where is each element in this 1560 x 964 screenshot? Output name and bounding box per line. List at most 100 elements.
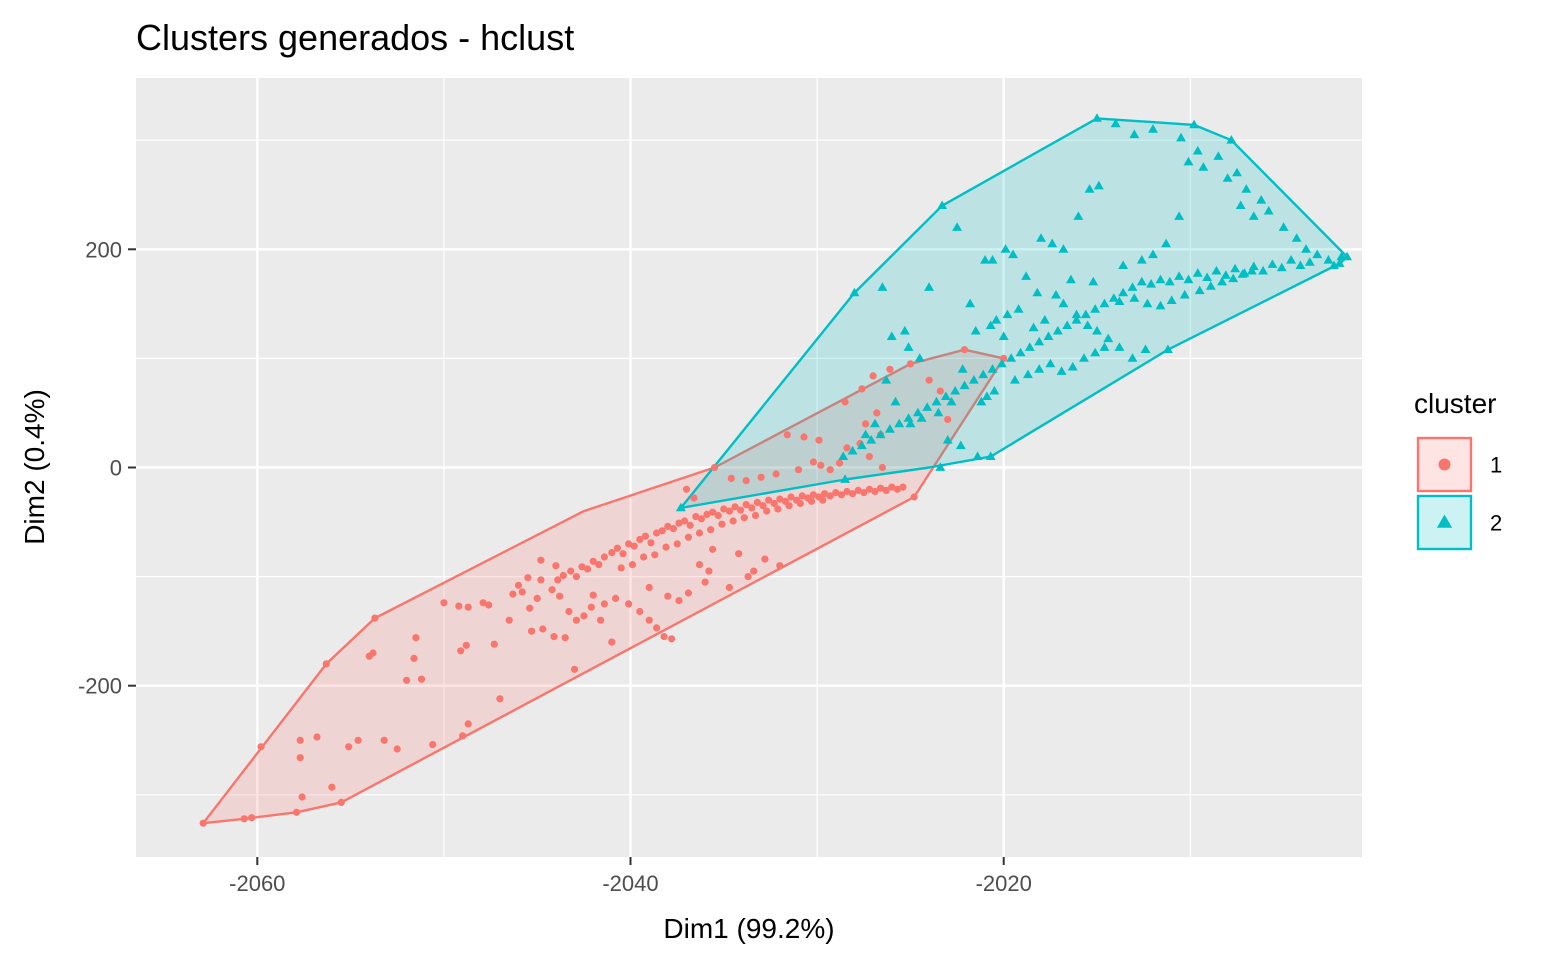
cluster-1-point: [860, 489, 868, 497]
cluster-1-point: [878, 463, 887, 472]
cluster-1-point: [882, 486, 890, 494]
cluster-2-point: [1237, 269, 1248, 278]
cluster-1-point: [608, 638, 616, 646]
cluster-2-point: [1161, 238, 1171, 248]
cluster-1-point: [664, 592, 672, 600]
cluster-1-point: [871, 487, 879, 496]
cluster-1-point: [572, 616, 581, 624]
cluster-1-point: [744, 573, 752, 581]
cluster-2-point: [1222, 173, 1233, 182]
cluster-2-point: [1099, 298, 1110, 308]
cluster-2-point: [1002, 309, 1013, 319]
cluster-2-point: [1066, 274, 1076, 284]
cluster-1-point: [843, 444, 851, 452]
cluster-1-point: [849, 490, 857, 498]
cluster-1-point: [807, 497, 816, 505]
cluster-2-point: [866, 435, 877, 444]
cluster-1-point: [910, 493, 918, 501]
cluster-1-point: [479, 599, 487, 607]
cluster-2-point: [914, 353, 925, 362]
cluster-2-point: [924, 282, 934, 291]
cluster-2-point: [1304, 257, 1315, 266]
cluster-1-point: [645, 583, 653, 592]
cluster-2-point: [1183, 274, 1194, 284]
cluster-2-point: [1295, 260, 1306, 269]
cluster-2-point: [965, 298, 976, 308]
cluster-1-point: [783, 431, 791, 439]
cluster-1-point: [403, 676, 411, 684]
cluster-1-point: [695, 529, 704, 537]
cluster-2-point: [989, 385, 1000, 395]
cluster-2-point: [946, 396, 957, 406]
cluster-2-point: [1045, 358, 1056, 368]
cluster-2-point: [935, 462, 946, 471]
cluster-1-point: [628, 561, 637, 569]
cluster-2-point: [1034, 336, 1045, 346]
cluster-2-point: [1129, 293, 1140, 302]
cluster-1-point: [669, 525, 678, 533]
legend-circle-marker: [1438, 458, 1451, 471]
cluster-2-point: [1108, 293, 1119, 302]
legend: cluster 12: [1414, 388, 1502, 551]
x-axis: -2060 -2040 -2020: [229, 857, 1032, 896]
cluster-1-point: [533, 594, 541, 603]
cluster-1-point: [740, 514, 748, 522]
cluster-1-point: [727, 474, 735, 482]
cluster-2-point: [1329, 260, 1339, 269]
cluster-1-point: [709, 545, 717, 553]
cluster-1-point: [595, 561, 603, 569]
cluster-1-point: [509, 590, 517, 598]
cluster-1-point: [417, 675, 426, 683]
cluster-1-point: [625, 540, 633, 548]
cluster-1-point: [662, 543, 670, 551]
cluster-1-point: [393, 745, 401, 753]
cluster-2-point: [1301, 244, 1311, 253]
cluster-1-point: [800, 433, 808, 441]
cluster-1-point: [248, 814, 256, 822]
cluster-1-point: [936, 387, 944, 395]
cluster-1-point: [490, 640, 498, 648]
cluster-1-point: [765, 496, 773, 504]
cluster-1-point: [653, 624, 661, 632]
cluster-2-point: [1146, 279, 1157, 288]
cluster-1-point: [757, 473, 765, 481]
cluster-1-point: [826, 492, 834, 500]
cluster-2-point: [1163, 344, 1173, 353]
cluster-1-point: [774, 505, 782, 513]
cluster-1-point: [837, 491, 846, 499]
cluster-1-point: [550, 633, 558, 641]
cluster-2-point: [1192, 268, 1203, 277]
cluster-2-point: [980, 255, 990, 264]
cluster-1-point: [298, 793, 306, 801]
cluster-2-point: [987, 255, 998, 264]
cluster-2-point: [1336, 251, 1347, 261]
cluster-1-point: [587, 603, 595, 611]
cluster-1-point: [537, 576, 545, 584]
cluster-1-point: [703, 510, 711, 518]
cluster-1-point: [862, 420, 870, 428]
cluster-1-point: [653, 529, 661, 537]
cluster-2-point: [1226, 135, 1237, 144]
cluster-2-point: [849, 287, 860, 297]
cluster-2-point: [959, 380, 970, 390]
cluster-2-point: [1090, 304, 1101, 313]
cluster-2-point: [1189, 119, 1199, 129]
cluster-2-point: [1232, 167, 1242, 177]
cluster-1-point: [960, 346, 969, 354]
cluster-1-point: [664, 522, 672, 531]
cluster-2-point: [1276, 262, 1287, 272]
cluster-1-point: [686, 521, 694, 529]
cluster-1-point: [578, 563, 586, 571]
cluster-1-point: [668, 635, 676, 643]
cluster-2-point: [976, 396, 987, 406]
cluster-2-point: [987, 364, 998, 373]
cluster-1-point: [737, 506, 745, 514]
cluster-2-point: [1082, 320, 1093, 329]
cluster-2-point: [1278, 222, 1289, 231]
cluster-1-point: [296, 736, 304, 744]
cluster-2-point: [1023, 369, 1033, 379]
cluster-1-point: [742, 477, 750, 485]
cluster-1-point: [944, 415, 952, 424]
cluster-1-point: [371, 614, 379, 622]
